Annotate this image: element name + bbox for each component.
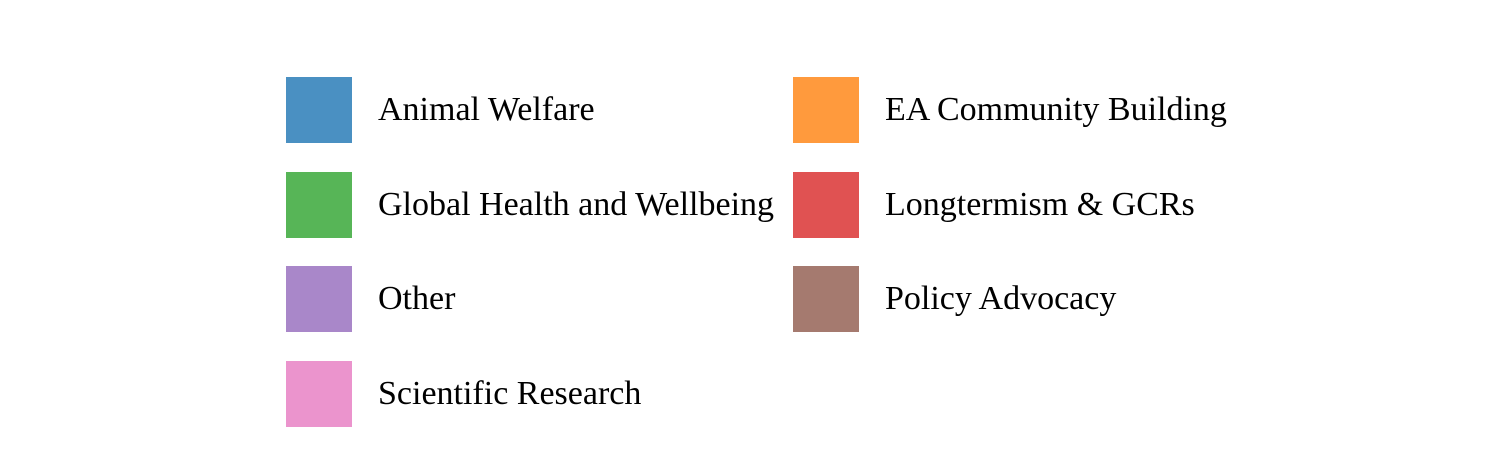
legend-swatch: [286, 361, 352, 427]
legend-swatch: [286, 266, 352, 332]
legend-label: Policy Advocacy: [885, 280, 1117, 317]
legend-swatch: [286, 77, 352, 143]
legend-label: Other: [378, 280, 456, 317]
legend-label: Longtermism & GCRs: [885, 186, 1195, 223]
legend-swatch: [286, 172, 352, 238]
legend-label: Animal Welfare: [378, 91, 595, 128]
legend-entry: Other: [286, 266, 455, 332]
legend-swatch: [793, 77, 859, 143]
legend-entry: Scientific Research: [286, 361, 641, 427]
legend-label: EA Community Building: [885, 91, 1227, 128]
legend-swatch: [793, 266, 859, 332]
legend-label: Global Health and Wellbeing: [378, 186, 775, 223]
legend-entry: Animal Welfare: [286, 77, 595, 143]
legend-entry: Longtermism & GCRs: [793, 172, 1195, 238]
legend-entry: Global Health and Wellbeing: [286, 172, 774, 238]
legend-label: Scientific Research: [378, 375, 642, 412]
legend-swatch: [793, 172, 859, 238]
legend-entry: EA Community Building: [793, 77, 1227, 143]
legend-entry: Policy Advocacy: [793, 266, 1116, 332]
